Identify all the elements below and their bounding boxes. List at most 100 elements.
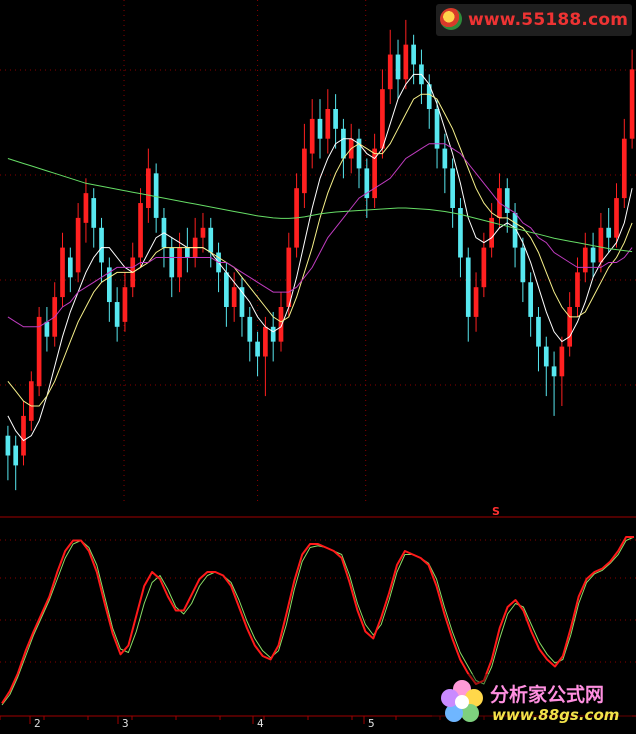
candle [559, 336, 565, 406]
candle-body [543, 346, 549, 367]
candle-body [286, 247, 292, 307]
candle-body [395, 54, 401, 80]
candle-body [465, 257, 471, 317]
candle-body [36, 316, 42, 387]
candle [403, 19, 409, 90]
candle [114, 287, 120, 342]
candle [263, 316, 268, 397]
candle-body [263, 326, 268, 357]
candle-body [606, 227, 612, 238]
candle [528, 272, 534, 337]
candle-body [512, 212, 518, 248]
candle [106, 257, 112, 322]
candle-body [380, 89, 385, 149]
candle-body [114, 302, 120, 327]
x-tick-label: 4 [257, 717, 264, 730]
ma-line-1 [7, 73, 633, 442]
x-tick-label: 5 [368, 717, 375, 730]
candle [286, 232, 292, 317]
candle [465, 247, 471, 342]
candle [309, 99, 315, 169]
candle [434, 99, 440, 169]
candle-body [60, 247, 65, 298]
candle-body [106, 267, 112, 303]
candle-body [278, 307, 284, 342]
candle-body [83, 193, 89, 223]
candle [44, 307, 50, 352]
candle [450, 158, 455, 228]
candle [364, 158, 370, 218]
indicator-line-1 [1, 536, 635, 706]
indicator-grid [0, 539, 636, 663]
indicator-line-2 [1, 536, 634, 704]
x-tick-label: 3 [122, 717, 129, 730]
candle-body [169, 247, 175, 278]
watermark-bottom-url: www.88gs.com [492, 706, 620, 724]
candle-body [473, 287, 479, 317]
candle-body [520, 247, 526, 283]
candle-body [403, 44, 409, 80]
price-grid [0, 0, 636, 505]
candle-body [146, 168, 151, 208]
candle [411, 34, 416, 85]
ma-line-3 [7, 143, 633, 328]
candle [512, 203, 518, 268]
candle-body [364, 168, 370, 199]
candle-body [44, 321, 50, 337]
candle-body [247, 316, 253, 342]
candle-body [75, 217, 81, 273]
candle-body [239, 287, 245, 317]
candle-body [270, 326, 276, 342]
candle-body [387, 54, 393, 90]
candle-body [208, 227, 214, 253]
candle [21, 401, 26, 466]
candle [146, 148, 151, 223]
candle-body [21, 415, 26, 456]
candle-body [28, 381, 34, 421]
candle-body [122, 287, 128, 322]
candle [153, 163, 159, 233]
candle [567, 292, 573, 357]
candle-body [185, 247, 190, 258]
candle [239, 277, 245, 337]
candle [356, 128, 362, 189]
candle-body [177, 247, 182, 278]
candle-body [536, 316, 541, 347]
candle-body [153, 173, 159, 218]
x-axis-ticks: 2 3 4 5 [0, 716, 617, 730]
candle-body [411, 44, 416, 65]
candle-body [224, 272, 229, 307]
candle [83, 178, 89, 243]
candle-body [489, 217, 494, 248]
candle-body [67, 257, 73, 278]
candle [28, 371, 34, 431]
candle [99, 217, 104, 283]
candle-body [614, 198, 619, 238]
candle [473, 272, 479, 332]
candle [231, 272, 237, 322]
candle [302, 123, 307, 208]
candle [543, 336, 549, 397]
candle [208, 217, 214, 268]
candle [247, 307, 253, 362]
candle-body [341, 128, 346, 159]
candle [380, 69, 385, 159]
candle [91, 188, 97, 248]
candle [395, 39, 401, 100]
candle-body [309, 118, 315, 154]
candle [138, 188, 143, 268]
candle [520, 237, 526, 303]
candle-body [372, 148, 377, 199]
candle [590, 232, 596, 278]
candle-body [481, 247, 487, 288]
candle [255, 331, 260, 377]
candle [333, 94, 338, 149]
candle [629, 49, 635, 149]
candle-body [629, 69, 635, 139]
candle-body [231, 287, 237, 307]
candle [122, 272, 128, 332]
candle-body [91, 198, 97, 228]
ma-line-4 [7, 158, 633, 253]
candle [325, 89, 331, 154]
